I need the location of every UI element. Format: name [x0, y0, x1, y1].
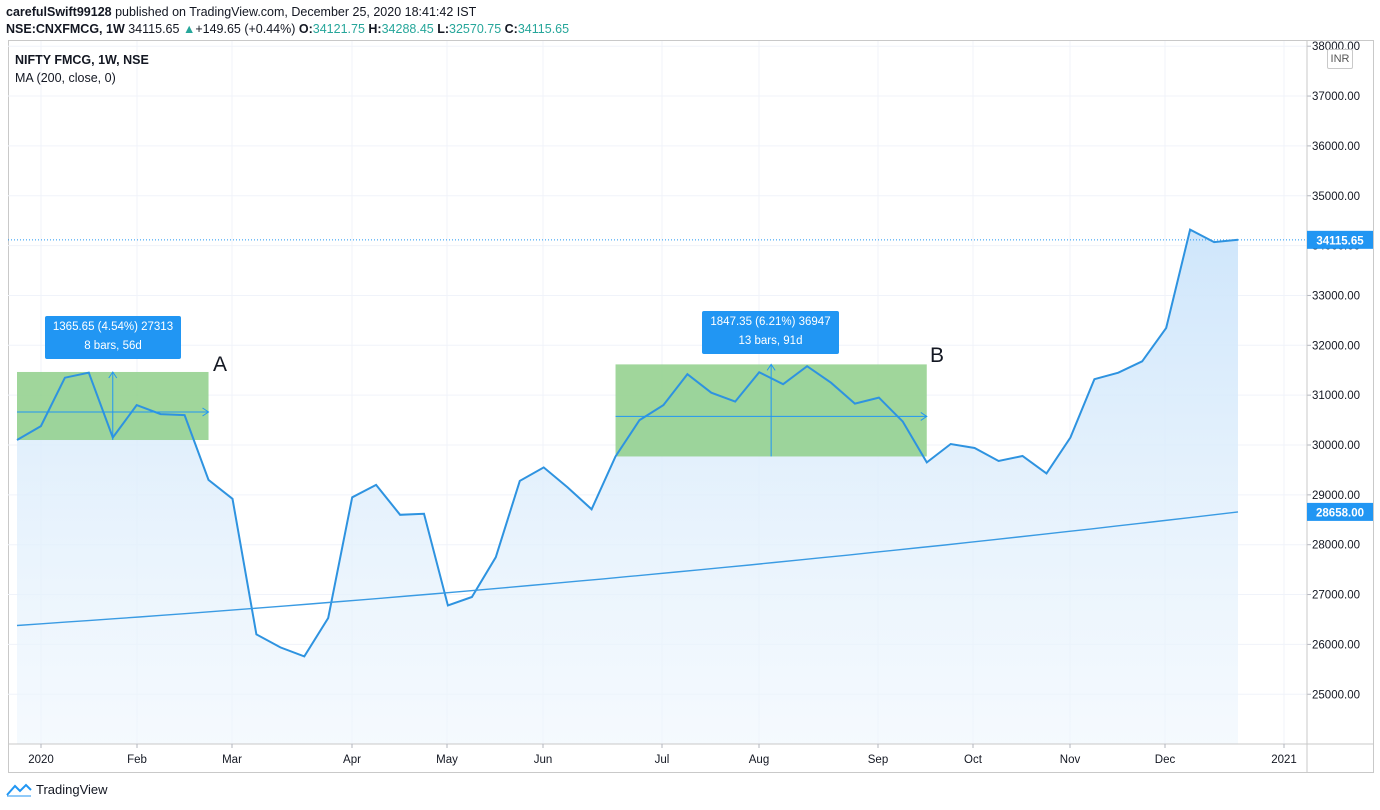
currency-badge[interactable]: INR [1327, 49, 1353, 69]
x-tick-label: Oct [964, 754, 983, 766]
y-tick-label: 35000.00 [1312, 191, 1360, 203]
author-name[interactable]: carefulSwift99128 [6, 5, 112, 19]
measure-arrows [17, 363, 928, 457]
price-line [16, 228, 1239, 658]
range-label-b-line1: 1847.35 (6.21%) 36947 [710, 316, 831, 328]
series-lines [8, 228, 1307, 658]
x-tick-label: Nov [1060, 754, 1081, 766]
ma-line [16, 511, 1239, 627]
y-tick-label: 33000.00 [1312, 290, 1360, 302]
y-tick-label: 32000.00 [1312, 340, 1360, 352]
y-tick-label: 31000.00 [1312, 390, 1360, 402]
y-tick-label: 29000.00 [1312, 490, 1360, 502]
indicator-label[interactable]: MA (200, close, 0) [15, 71, 116, 85]
price-axis[interactable]: 38000.0037000.0036000.0035000.0034000.00… [1306, 41, 1373, 773]
last-price-label-bg [1307, 230, 1373, 249]
y-tick-label: 25000.00 [1312, 689, 1360, 701]
x-tick-label: Mar [222, 754, 242, 766]
x-tick-label: May [436, 754, 458, 766]
close-value: 34115.65 [517, 22, 570, 36]
range-label-a-line2: 8 bars, 56d [84, 340, 142, 352]
y-tick-label: 28000.00 [1312, 540, 1360, 552]
footer-brand[interactable]: TradingView [6, 782, 108, 797]
last-price-label: 34115.65 [1316, 235, 1364, 247]
range-label-b-line2: 13 bars, 91d [738, 335, 803, 347]
ma-value-label: 28658.00 [1316, 507, 1364, 519]
high-label: H: [368, 22, 382, 36]
price-change: +149.65 (+0.44%) [195, 22, 296, 36]
ohlc-bar: NSE:CNXFMCG, 1W 34115.65 ▲+149.65 (+0.44… [6, 22, 569, 36]
low-label: L: [437, 22, 450, 36]
range-label-a[interactable]: 1365.65 (4.54%) 27313 8 bars, 56d [45, 316, 181, 359]
low-value: 32570.75 [449, 22, 502, 36]
last-price: 34115.65 [128, 22, 180, 36]
tradingview-logo-icon [6, 783, 32, 796]
x-tick-label: Dec [1155, 754, 1176, 766]
ma-value-label-bg [1307, 502, 1373, 521]
measure-b-arrowhead-right [920, 412, 928, 421]
y-tick-label: 26000.00 [1312, 639, 1360, 651]
range-label-a-line1: 1365.65 (4.54%) 27313 [52, 321, 174, 333]
annotation-letter-a[interactable]: A [213, 353, 228, 376]
high-value: 34288.45 [381, 22, 434, 36]
x-tick-label: Jul [655, 754, 670, 766]
open-value: 34121.75 [312, 22, 365, 36]
y-tick-label: 37000.00 [1312, 91, 1360, 103]
up-arrow-icon: ▲ [182, 22, 196, 36]
y-tick-label: 36000.00 [1312, 141, 1360, 153]
chart-title[interactable]: NIFTY FMCG, 1W, NSE [15, 53, 149, 67]
annotation-letter-b[interactable]: B [930, 344, 945, 367]
x-tick-label: Apr [343, 754, 361, 766]
x-tick-label: Jun [534, 754, 553, 766]
y-tick-label: 27000.00 [1312, 590, 1360, 602]
footer-brand-label: TradingView [36, 782, 108, 797]
time-axis[interactable]: 2020 Feb Mar Apr May Jun Jul Aug Sep Oct Nov Dec 202… [8, 743, 1373, 766]
range-label-b[interactable]: 1847.35 (6.21%) 36947 13 bars, 91d [702, 311, 839, 354]
x-tick-label: 2021 [1271, 754, 1297, 766]
y-tick-label: 30000.00 [1312, 440, 1360, 452]
x-tick-label: Sep [868, 754, 888, 766]
close-label: C: [504, 22, 518, 36]
measure-a-arrowhead-up [108, 371, 118, 379]
publish-info: carefulSwift99128 published on TradingVi… [6, 5, 476, 19]
measure-a-arrowhead-right [202, 407, 210, 417]
open-label: O: [298, 22, 313, 36]
publish-text: published on TradingView.com, December 2… [115, 5, 477, 19]
x-tick-label: Feb [127, 754, 147, 766]
measure-b-arrowhead-up [766, 363, 776, 371]
x-tick-label: 2020 [28, 754, 54, 766]
symbol-label: NSE:CNXFMCG, 1W [6, 22, 125, 36]
chart-frame [8, 40, 1374, 773]
price-area-fill [17, 229, 1238, 745]
x-tick-label: Aug [749, 754, 769, 766]
price-area [17, 229, 1238, 745]
